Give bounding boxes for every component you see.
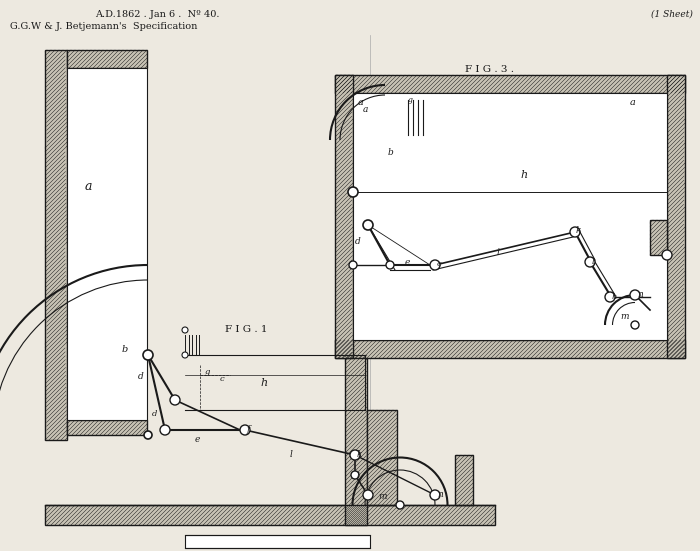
Text: c: c bbox=[437, 260, 442, 268]
Circle shape bbox=[350, 450, 360, 460]
Text: g: g bbox=[408, 96, 413, 104]
Polygon shape bbox=[45, 505, 495, 525]
Text: k: k bbox=[576, 226, 582, 235]
Text: A.D.1862 . Jan 6 .  Nº 40.: A.D.1862 . Jan 6 . Nº 40. bbox=[95, 10, 220, 19]
Circle shape bbox=[170, 395, 180, 405]
Text: e: e bbox=[195, 435, 200, 444]
Text: (1 Sheet): (1 Sheet) bbox=[651, 10, 693, 19]
Circle shape bbox=[348, 187, 358, 197]
Circle shape bbox=[570, 227, 580, 237]
Polygon shape bbox=[367, 410, 397, 505]
Text: a: a bbox=[363, 105, 368, 114]
Circle shape bbox=[631, 321, 639, 329]
Text: G.G.W & J. Betjemann's  Specification: G.G.W & J. Betjemann's Specification bbox=[10, 22, 197, 31]
Text: h: h bbox=[520, 170, 527, 180]
Circle shape bbox=[396, 501, 404, 509]
Circle shape bbox=[182, 327, 188, 333]
Bar bbox=[67, 68, 147, 420]
Polygon shape bbox=[667, 75, 685, 358]
Polygon shape bbox=[335, 340, 685, 358]
Polygon shape bbox=[67, 50, 147, 68]
Circle shape bbox=[662, 250, 672, 260]
Circle shape bbox=[363, 490, 373, 500]
Text: i: i bbox=[497, 248, 500, 257]
Polygon shape bbox=[67, 420, 147, 435]
Text: l: l bbox=[290, 450, 293, 459]
Circle shape bbox=[351, 471, 359, 479]
Text: l: l bbox=[592, 258, 594, 266]
Text: n: n bbox=[637, 290, 643, 299]
Circle shape bbox=[349, 261, 357, 269]
Text: d: d bbox=[138, 372, 144, 381]
Text: a: a bbox=[630, 98, 636, 107]
Text: e: e bbox=[405, 258, 410, 267]
Text: f: f bbox=[247, 425, 251, 434]
Text: h: h bbox=[260, 378, 267, 388]
Circle shape bbox=[363, 220, 373, 230]
Circle shape bbox=[430, 260, 440, 270]
Bar bbox=[185, 535, 370, 548]
Text: F I G . 1: F I G . 1 bbox=[225, 325, 267, 334]
Text: m: m bbox=[620, 312, 629, 321]
Text: a: a bbox=[85, 180, 92, 193]
Circle shape bbox=[630, 290, 640, 300]
Text: d: d bbox=[355, 237, 360, 246]
Circle shape bbox=[160, 425, 170, 435]
Text: b: b bbox=[122, 345, 128, 354]
Text: b: b bbox=[388, 148, 393, 157]
Text: g: g bbox=[205, 368, 211, 376]
Polygon shape bbox=[45, 50, 67, 440]
Polygon shape bbox=[455, 455, 473, 505]
Text: l: l bbox=[357, 472, 360, 480]
Circle shape bbox=[605, 292, 615, 302]
Circle shape bbox=[430, 490, 440, 500]
Polygon shape bbox=[650, 220, 667, 255]
Text: h: h bbox=[612, 293, 617, 301]
Circle shape bbox=[144, 431, 152, 439]
Polygon shape bbox=[335, 75, 685, 93]
Bar bbox=[353, 93, 667, 340]
Circle shape bbox=[143, 350, 153, 360]
Polygon shape bbox=[335, 75, 353, 358]
Circle shape bbox=[240, 425, 250, 435]
Circle shape bbox=[606, 293, 614, 301]
Circle shape bbox=[585, 257, 595, 267]
Circle shape bbox=[182, 352, 188, 358]
Text: n: n bbox=[437, 490, 442, 499]
Text: k: k bbox=[357, 450, 363, 459]
Text: d: d bbox=[152, 410, 158, 418]
Circle shape bbox=[386, 261, 394, 269]
Text: c: c bbox=[220, 375, 225, 383]
Text: m: m bbox=[378, 492, 386, 501]
Polygon shape bbox=[345, 355, 367, 525]
Text: a: a bbox=[358, 98, 364, 107]
Text: F I G . 3 .: F I G . 3 . bbox=[465, 65, 514, 74]
